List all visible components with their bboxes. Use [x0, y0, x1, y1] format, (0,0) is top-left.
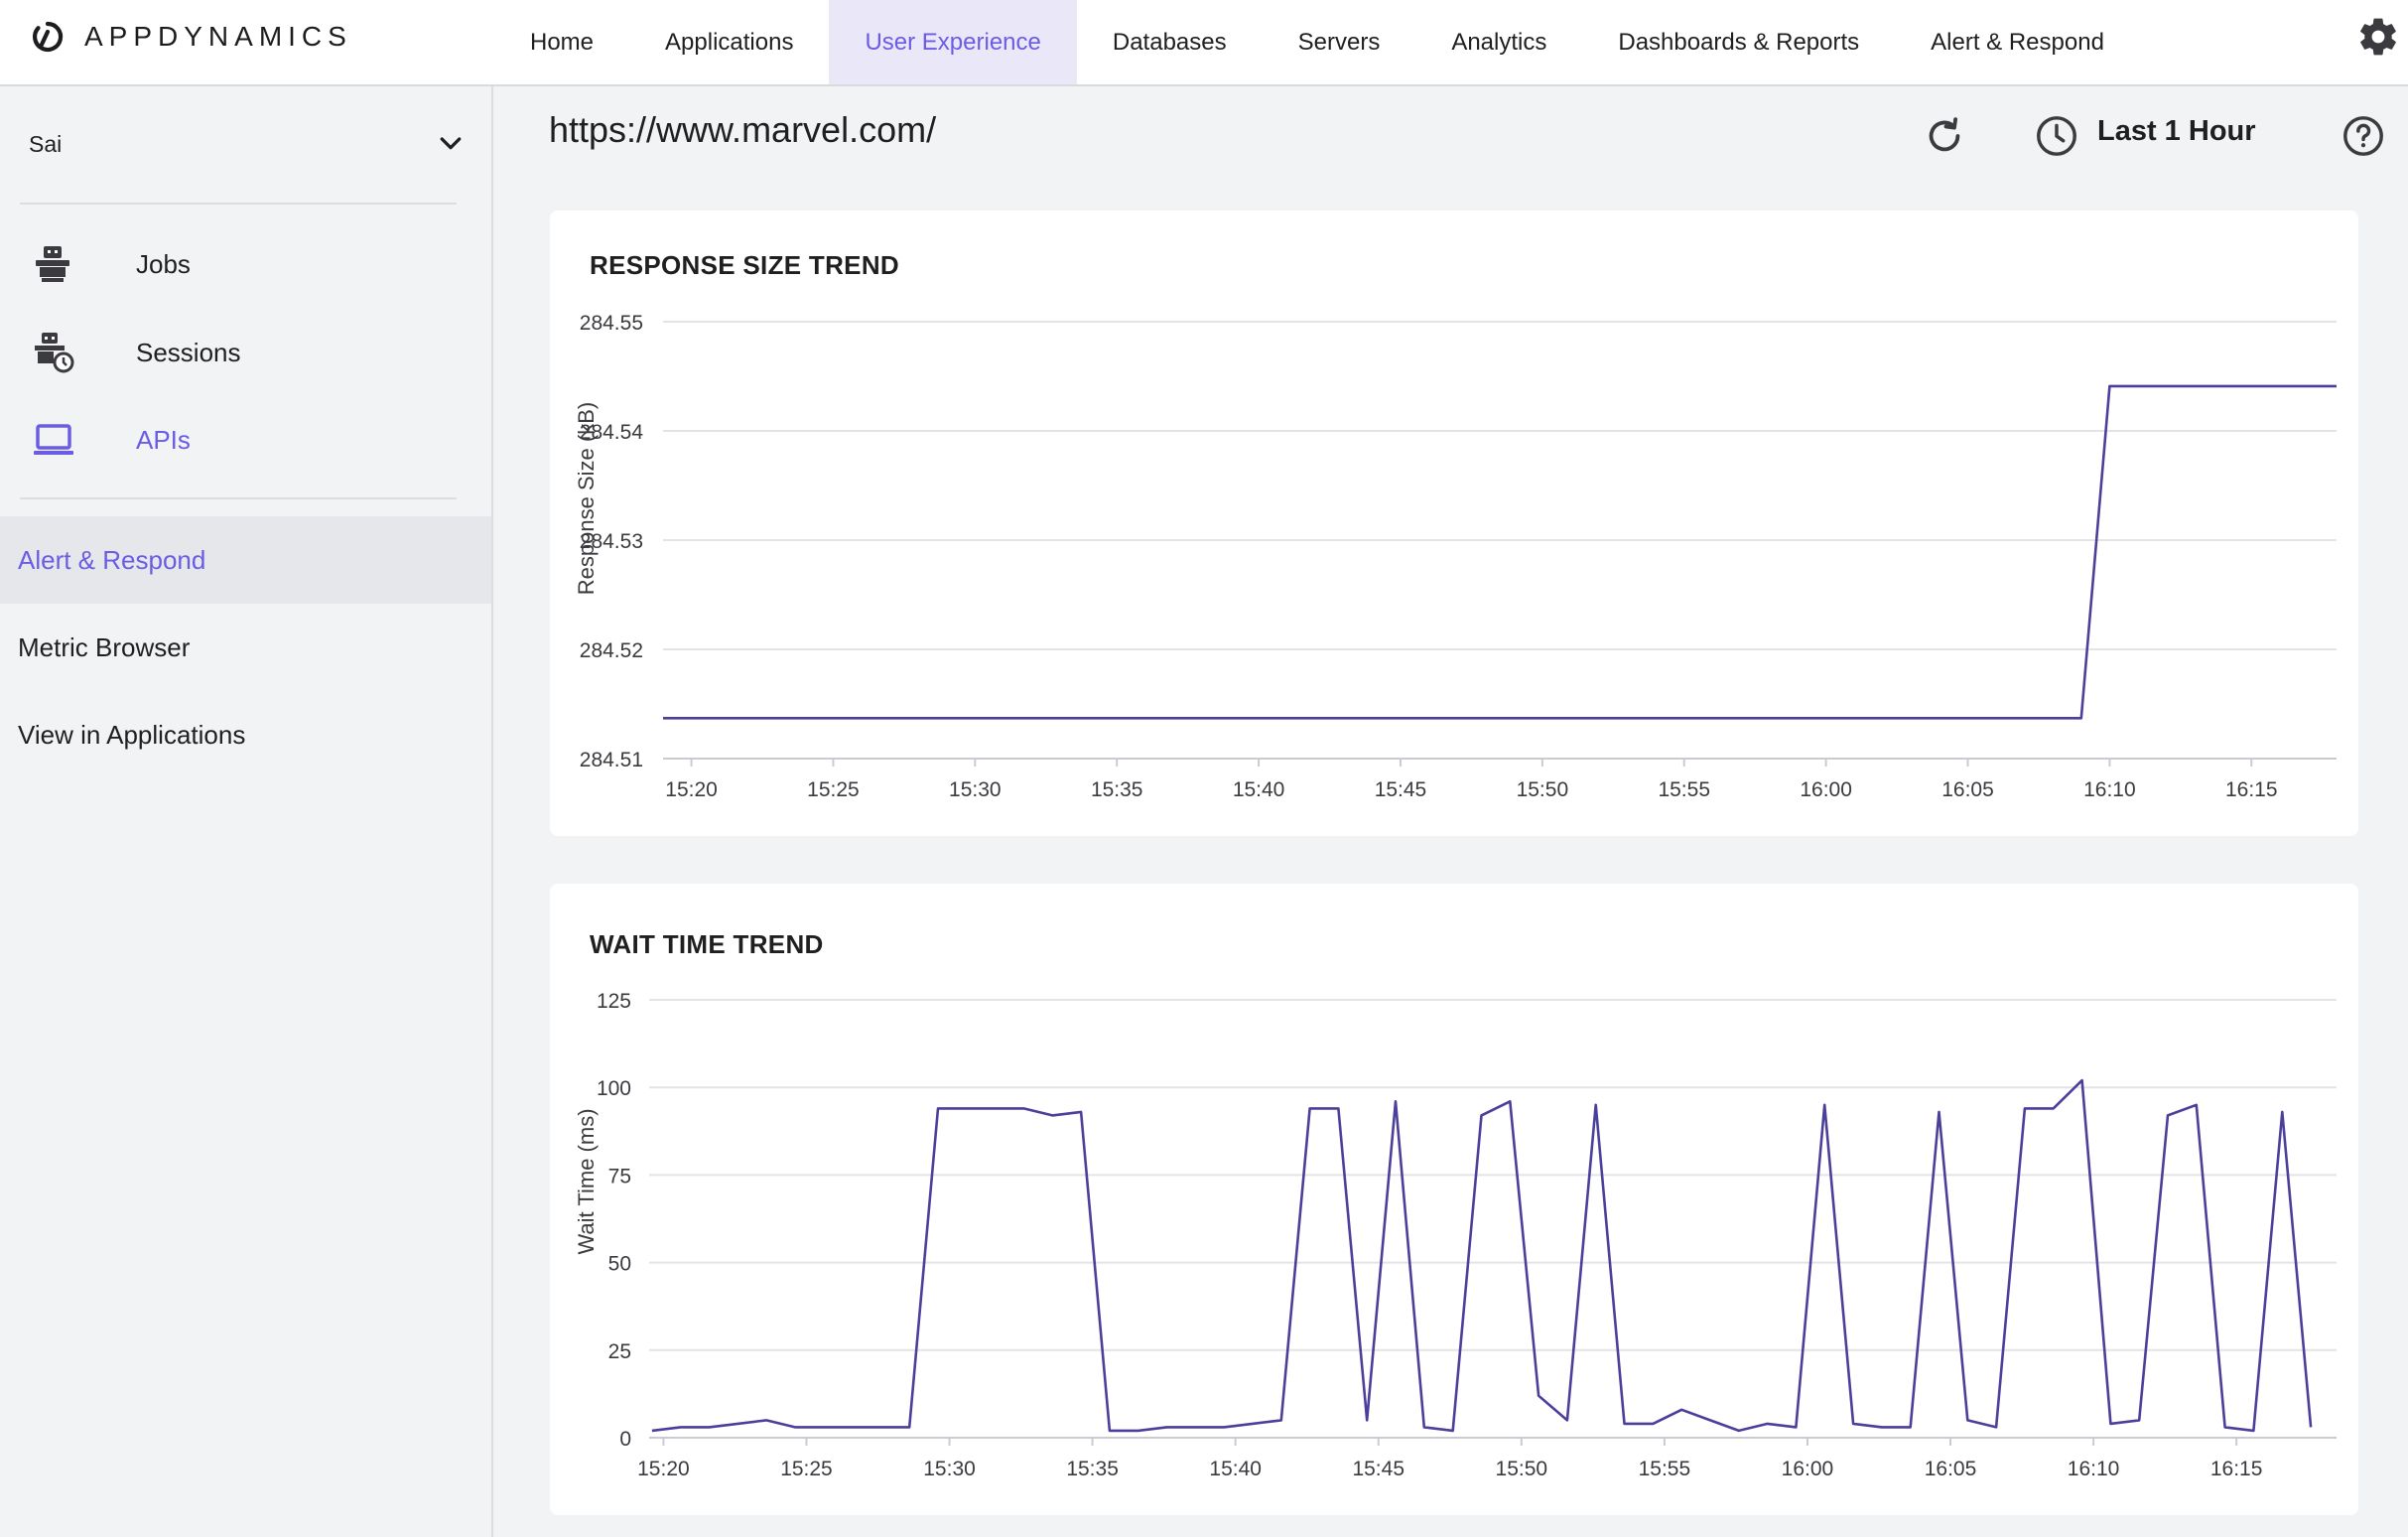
nav-servers[interactable]: Servers — [1297, 28, 1381, 56]
x-tick-label: 15:20 — [637, 1458, 690, 1480]
sidebar-item-apis[interactable]: APIs — [0, 410, 491, 470]
response-size-card: 284.55 284.54 284.53 284.52 284.51 15:20 15:25… — [550, 210, 2358, 836]
series-line[interactable] — [663, 384, 2337, 720]
x-tick-label: 15:30 — [949, 778, 1002, 801]
wait-time-chart: 125 100 75 50 25 0 15:20 15:25 15:30 15:35 15:40 15… — [574, 990, 2337, 1480]
y-tick-label: 100 — [597, 1077, 631, 1100]
nav-user-experience[interactable]: User Experience — [829, 0, 1077, 84]
y-tick-label: 284.55 — [580, 312, 643, 335]
x-tick-label: 15:35 — [1066, 1458, 1119, 1480]
chart-title: WAIT TIME TREND — [590, 929, 824, 959]
y-axis-label: Wait Time (ms) — [574, 1108, 599, 1254]
x-tick-label: 16:10 — [2068, 1458, 2120, 1480]
robot-icon — [36, 246, 69, 282]
x-tick-label: 16:10 — [2083, 778, 2136, 801]
x-tick-label: 15:35 — [1091, 778, 1143, 801]
x-tick-label: 16:00 — [1782, 1458, 1834, 1480]
x-tick-label: 15:45 — [1375, 778, 1427, 801]
x-tick-label: 15:55 — [1639, 1458, 1691, 1480]
x-tick-label: 15:25 — [780, 1458, 833, 1480]
appdynamics-logo-icon — [32, 21, 64, 53]
help-icon[interactable] — [2341, 113, 2386, 159]
sidebar-divider — [20, 203, 457, 205]
clock-icon[interactable] — [2034, 113, 2079, 159]
y-axis-label: Response Size (kB) — [574, 402, 599, 595]
y-tick-label: 284.51 — [580, 749, 643, 771]
y-tick-label: 284.53 — [580, 530, 643, 553]
sidebar-link-view-in-applications[interactable]: View in Applications — [18, 719, 246, 750]
sidebar-item-jobs[interactable]: Jobs — [0, 234, 491, 294]
sidebar: Sai Jobs Sessions APIs — [0, 86, 493, 1537]
refresh-icon[interactable] — [1922, 113, 1967, 159]
x-tick-label: 16:15 — [2210, 1458, 2263, 1480]
laptop-icon — [34, 424, 73, 455]
nav-dashboards-reports[interactable]: Dashboards & Reports — [1618, 28, 1860, 56]
main-nav: Home Applications User Experience Databases… — [494, 0, 2140, 84]
x-tick-label: 15:20 — [665, 778, 718, 801]
nav-analytics[interactable]: Analytics — [1451, 28, 1547, 56]
nav-databases[interactable]: Databases — [1112, 28, 1227, 56]
sidebar-divider — [20, 497, 457, 499]
x-tick-label: 15:45 — [1352, 1458, 1405, 1480]
time-range-selector[interactable]: Last 1 Hour — [2097, 115, 2256, 147]
nav-applications[interactable]: Applications — [665, 28, 794, 56]
account-selector[interactable]: Sai — [29, 124, 466, 164]
sidebar-item-label: Sessions — [136, 337, 241, 367]
x-tick-label: 15:55 — [1658, 778, 1710, 801]
sidebar-link-metric-browser[interactable]: Metric Browser — [18, 631, 191, 662]
x-tick-label: 15:50 — [1496, 1458, 1548, 1480]
robot-clock-icon — [35, 333, 74, 373]
top-navigation-bar: APPDYNAMICS Home Applications User Experie… — [0, 0, 2408, 86]
y-tick-label: 284.54 — [580, 421, 644, 444]
x-tick-label: 15:40 — [1233, 778, 1285, 801]
wait-time-card: 125 100 75 50 25 0 15:20 15:25 15:30 15:35 15:40 15… — [550, 884, 2358, 1515]
y-tick-label: 25 — [608, 1340, 631, 1363]
brand-name: APPDYNAMICS — [84, 21, 352, 52]
y-tick-label: 284.52 — [580, 639, 643, 662]
sidebar-item-sessions[interactable]: Sessions — [0, 323, 491, 382]
x-tick-label: 16:15 — [2225, 778, 2278, 801]
gear-icon[interactable] — [2356, 15, 2400, 59]
x-tick-label: 15:30 — [923, 1458, 976, 1480]
sidebar-item-label: Jobs — [136, 248, 191, 279]
account-name: Sai — [29, 130, 63, 157]
y-tick-label: 75 — [608, 1165, 631, 1188]
response-size-chart: 284.55 284.54 284.53 284.52 284.51 15:20 15:25… — [574, 312, 2337, 801]
sidebar-link-alert-respond[interactable]: Alert & Respond — [0, 516, 491, 604]
page-title: https://www.marvel.com/ — [549, 109, 937, 150]
chevron-down-icon — [440, 137, 462, 150]
y-tick-label: 0 — [619, 1428, 631, 1451]
x-tick-label: 15:40 — [1209, 1458, 1262, 1480]
series-line[interactable] — [651, 1078, 2313, 1433]
nav-alert-respond[interactable]: Alert & Respond — [1931, 28, 2104, 56]
x-tick-label: 16:05 — [1941, 778, 1994, 801]
y-tick-label: 125 — [597, 990, 631, 1013]
y-tick-label: 50 — [608, 1253, 631, 1276]
nav-home[interactable]: Home — [530, 28, 595, 56]
sidebar-item-label: APIs — [136, 424, 191, 455]
x-tick-label: 15:50 — [1517, 778, 1569, 801]
chart-title: RESPONSE SIZE TREND — [590, 250, 899, 280]
x-tick-label: 16:00 — [1800, 778, 1852, 801]
x-tick-label: 16:05 — [1925, 1458, 1977, 1480]
app-logo[interactable]: APPDYNAMICS — [31, 17, 352, 57]
x-tick-label: 15:25 — [807, 778, 860, 801]
